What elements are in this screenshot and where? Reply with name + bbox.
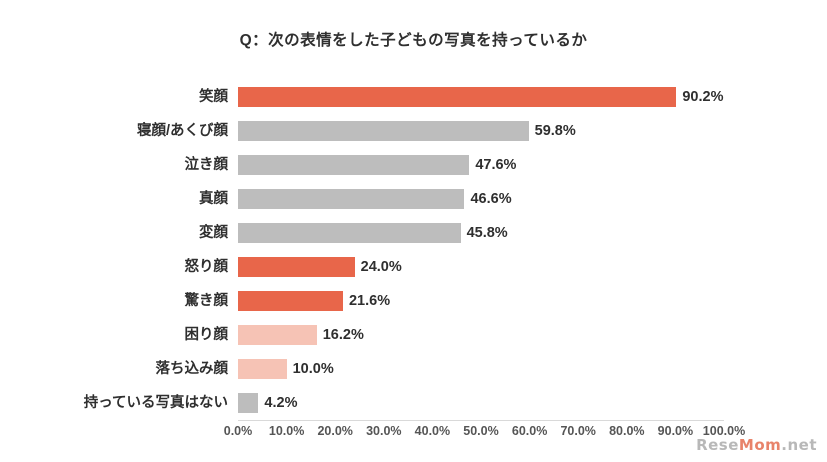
value-label: 46.6% <box>470 191 512 207</box>
watermark-accent: Mom <box>738 436 782 454</box>
bar <box>238 189 465 209</box>
bar-row: 落ち込み顔 10.0% <box>156 354 724 384</box>
watermark-suffix: .net <box>781 436 817 454</box>
bar-rows: 笑顔 90.2% 寝顔/あくび顔 59.8% 泣き顔 47.6% 真顔 46.6% 変顔 45.8… <box>84 82 724 422</box>
bar-row: 変顔 45.8% <box>199 218 724 248</box>
category-label: 困り顔 <box>184 327 229 343</box>
x-tick-label: 80.0% <box>609 424 645 438</box>
category-label: 泣き顔 <box>184 157 229 173</box>
x-tick-label: 50.0% <box>463 424 499 438</box>
value-label: 59.8% <box>534 123 576 139</box>
value-label: 4.2% <box>264 395 298 411</box>
x-tick-label: 30.0% <box>366 424 402 438</box>
bar <box>238 359 287 379</box>
bar-row: 泣き顔 47.6% <box>185 150 724 180</box>
value-label: 90.2% <box>682 89 724 105</box>
x-tick-label: 60.0% <box>511 424 548 438</box>
value-label: 45.8% <box>466 225 508 241</box>
category-label: 驚き顔 <box>184 293 229 309</box>
bar-row: 笑顔 90.2% <box>199 82 724 112</box>
bar <box>238 393 259 413</box>
category-label: 怒り顔 <box>184 259 229 275</box>
value-label: 24.0% <box>360 259 402 275</box>
category-label: 笑顔 <box>199 89 228 105</box>
bar-row: 寝顔/あくび顔 59.8% <box>137 116 724 146</box>
category-label: 真顔 <box>199 191 228 207</box>
x-tick-label: 90.0% <box>657 424 694 438</box>
chart-title: Q：次の表情をした子どもの写真を持っているか <box>239 32 588 49</box>
bar-row: 怒り顔 24.0% <box>185 252 724 282</box>
watermark-prefix: Rese <box>696 436 739 454</box>
category-label: 寝顔/あくび顔 <box>136 123 228 139</box>
x-tick-label: 0.0% <box>223 424 253 438</box>
x-tick-label: 10.0% <box>268 424 305 438</box>
x-tick-label: 70.0% <box>560 424 596 438</box>
x-tick-label: 40.0% <box>414 424 451 438</box>
bar <box>238 257 355 277</box>
bar <box>238 325 317 345</box>
plot-area: 笑顔 90.2% 寝顔/あくび顔 59.8% 泣き顔 47.6% 真顔 46.6% 変顔 45.8… <box>84 82 745 438</box>
value-label: 47.6% <box>475 157 517 173</box>
bar <box>238 121 529 141</box>
bar-row: 困り顔 16.2% <box>185 320 724 350</box>
bar <box>238 291 343 311</box>
value-label: 21.6% <box>348 293 391 309</box>
value-label: 10.0% <box>292 361 334 377</box>
bar-row: 真顔 46.6% <box>199 184 724 214</box>
value-label: 16.2% <box>322 327 364 343</box>
category-label: 落ち込み顔 <box>155 361 229 377</box>
x-tick-label: 100.0% <box>702 424 746 438</box>
bar-row: 驚き顔 21.6% <box>185 286 724 316</box>
bar <box>238 87 677 107</box>
x-tick-label: 20.0% <box>317 424 353 438</box>
x-axis-line <box>238 420 724 421</box>
bar-row: 持っている写真はない 4.2% <box>84 388 724 418</box>
watermark: ReseMom.net <box>696 436 817 454</box>
category-label: 持っている写真はない <box>83 395 228 411</box>
bar <box>238 155 470 175</box>
category-label: 変顔 <box>199 225 228 241</box>
bar <box>238 223 461 243</box>
